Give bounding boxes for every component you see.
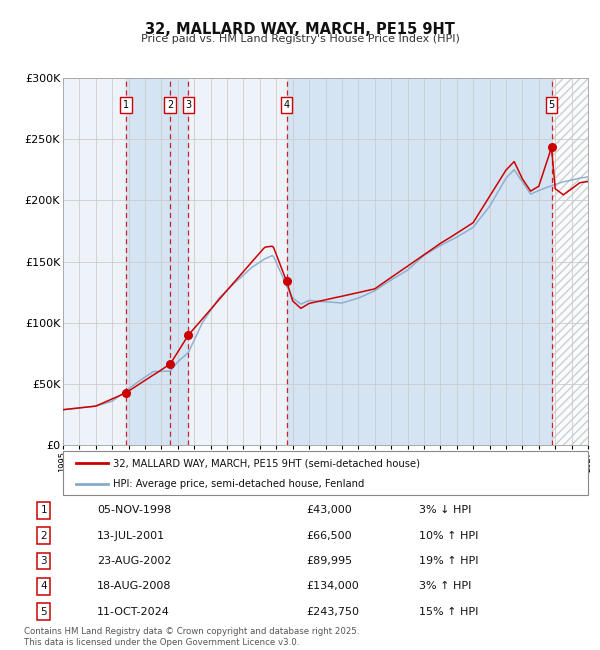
- Text: HPI: Average price, semi-detached house, Fenland: HPI: Average price, semi-detached house,…: [113, 479, 364, 489]
- Text: 32, MALLARD WAY, MARCH, PE15 9HT (semi-detached house): 32, MALLARD WAY, MARCH, PE15 9HT (semi-d…: [113, 458, 420, 468]
- Text: 3: 3: [40, 556, 47, 566]
- Text: 23-AUG-2002: 23-AUG-2002: [97, 556, 172, 566]
- Text: 1: 1: [40, 506, 47, 515]
- Text: 2: 2: [167, 100, 173, 110]
- Bar: [287, 78, 551, 445]
- Text: Contains HM Land Registry data © Crown copyright and database right 2025.
This d: Contains HM Land Registry data © Crown c…: [24, 627, 359, 647]
- Bar: [126, 78, 170, 445]
- Text: £66,500: £66,500: [306, 531, 352, 541]
- Text: 3% ↓ HPI: 3% ↓ HPI: [419, 506, 471, 515]
- Text: 5: 5: [40, 607, 47, 617]
- Text: 1: 1: [123, 100, 129, 110]
- Text: £89,995: £89,995: [306, 556, 352, 566]
- Text: 05-NOV-1998: 05-NOV-1998: [97, 506, 172, 515]
- Text: 10% ↑ HPI: 10% ↑ HPI: [419, 531, 478, 541]
- Text: £43,000: £43,000: [306, 506, 352, 515]
- Text: 18-AUG-2008: 18-AUG-2008: [97, 582, 172, 592]
- Text: 4: 4: [284, 100, 290, 110]
- Text: 3% ↑ HPI: 3% ↑ HPI: [419, 582, 471, 592]
- Text: 2: 2: [40, 531, 47, 541]
- Text: 11-OCT-2024: 11-OCT-2024: [97, 607, 170, 617]
- Bar: [170, 78, 188, 445]
- Text: 19% ↑ HPI: 19% ↑ HPI: [419, 556, 478, 566]
- Bar: [551, 78, 588, 445]
- Text: 32, MALLARD WAY, MARCH, PE15 9HT: 32, MALLARD WAY, MARCH, PE15 9HT: [145, 22, 455, 37]
- Text: £243,750: £243,750: [306, 607, 359, 617]
- Text: 3: 3: [185, 100, 191, 110]
- Text: £134,000: £134,000: [306, 582, 359, 592]
- Text: Price paid vs. HM Land Registry's House Price Index (HPI): Price paid vs. HM Land Registry's House …: [140, 34, 460, 44]
- FancyBboxPatch shape: [63, 451, 588, 495]
- Text: 13-JUL-2001: 13-JUL-2001: [97, 531, 166, 541]
- Text: 15% ↑ HPI: 15% ↑ HPI: [419, 607, 478, 617]
- Text: 4: 4: [40, 582, 47, 592]
- Text: 5: 5: [548, 100, 554, 110]
